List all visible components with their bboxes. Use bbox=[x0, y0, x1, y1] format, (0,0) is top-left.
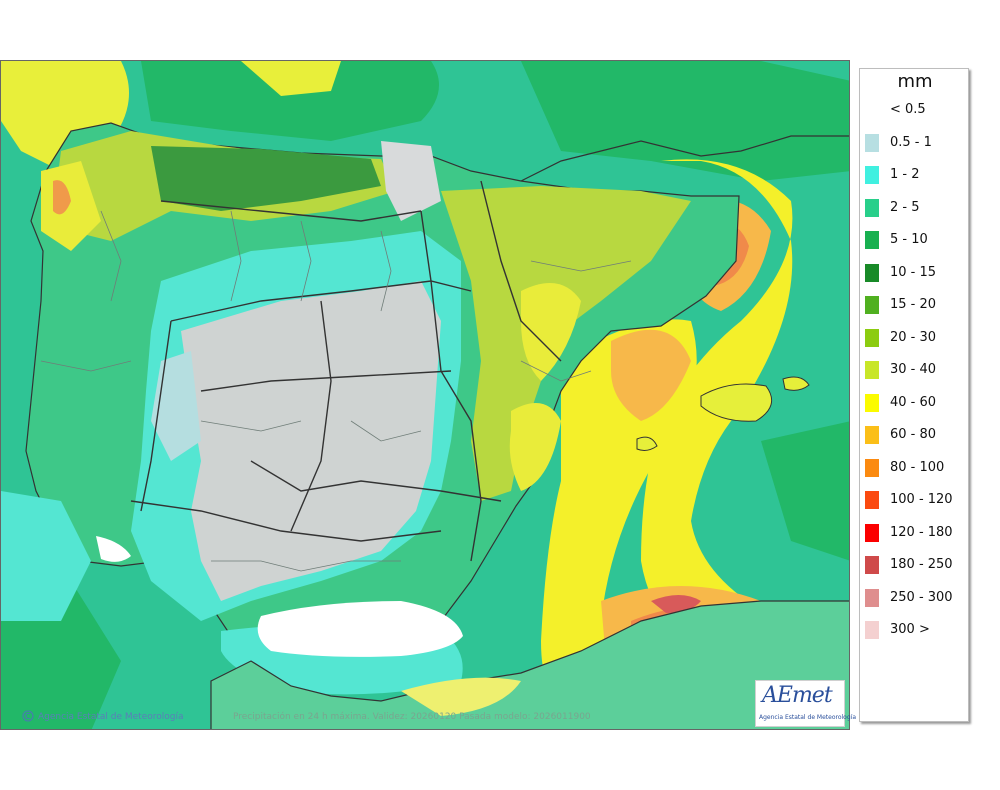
legend-item: 1 - 2 bbox=[860, 164, 970, 186]
legend-swatch bbox=[865, 458, 879, 477]
balearic-island bbox=[636, 436, 658, 451]
legend-label: 100 - 120 bbox=[890, 492, 953, 507]
legend-swatch bbox=[865, 588, 879, 607]
legend-item: 60 - 80 bbox=[860, 424, 970, 446]
legend-swatch bbox=[865, 621, 879, 639]
legend-item: < 0.5 bbox=[860, 99, 970, 121]
north-africa-land bbox=[210, 600, 849, 729]
legend-label: 30 - 40 bbox=[890, 362, 937, 377]
legend-label: 40 - 60 bbox=[890, 394, 937, 410]
legend-swatch bbox=[865, 166, 879, 184]
legend-item: 100 - 120 bbox=[860, 489, 970, 511]
legend-item: 40 - 60 bbox=[860, 392, 970, 414]
no-precip-zone bbox=[257, 601, 463, 657]
map-caption: Precipitación en 24 h máxima. Validez: 2… bbox=[233, 712, 591, 722]
legend-label: 300 > bbox=[890, 622, 930, 637]
precip-band-180-250 bbox=[651, 595, 701, 613]
aemet-logo: AEmet Agencia Estatal de Meteorología bbox=[755, 680, 856, 727]
precip-band-1-2 bbox=[1, 491, 91, 621]
precip-band-60-80 bbox=[611, 329, 691, 421]
legend-item: 180 - 250 bbox=[860, 554, 970, 576]
precipitation-legend: mm < 0.5 0.5 - 1 1 - 2 2 - 5 5 - 10 10 - 15 15… bbox=[859, 68, 969, 722]
agency-credit: Agencia Estatal de Meteorología bbox=[38, 712, 184, 722]
legend-label: 120 - 180 bbox=[890, 524, 953, 540]
map-canvas bbox=[1, 61, 849, 729]
copyright-icon bbox=[22, 710, 34, 722]
legend-item: 2 - 5 bbox=[860, 197, 970, 219]
precip-band-80-100 bbox=[53, 180, 71, 215]
legend-label: 0.5 - 1 bbox=[890, 134, 932, 150]
logo-wordmark: AEmet bbox=[762, 683, 833, 708]
legend-swatch bbox=[865, 328, 879, 347]
no-precip-zone bbox=[96, 536, 131, 562]
precip-band-lt-0.5 bbox=[181, 281, 441, 601]
legend-swatch bbox=[865, 361, 879, 379]
province-boundaries bbox=[40, 210, 632, 572]
legend-item: 5 - 10 bbox=[860, 229, 970, 251]
legend-label: 15 - 20 bbox=[890, 297, 937, 312]
legend-swatch bbox=[865, 231, 879, 249]
legend-item: 120 - 180 bbox=[860, 522, 970, 544]
precip-band-5-10 bbox=[141, 61, 439, 141]
legend-swatch bbox=[865, 556, 879, 574]
precip-band-40-60 bbox=[509, 403, 561, 491]
legend-item: 80 - 100 bbox=[860, 457, 970, 479]
legend-item: 0.5 - 1 bbox=[860, 132, 970, 154]
legend-label: 5 - 10 bbox=[890, 232, 928, 247]
legend-swatch bbox=[865, 198, 879, 217]
legend-swatch bbox=[865, 296, 879, 314]
legend-swatch bbox=[865, 101, 879, 119]
precip-band-40-60 bbox=[241, 61, 341, 96]
legend-label: 80 - 100 bbox=[890, 459, 945, 475]
legend-label: 10 - 15 bbox=[890, 264, 937, 280]
legend-swatch bbox=[865, 523, 879, 542]
balearic-island bbox=[700, 383, 773, 422]
precip-band-10-15 bbox=[151, 146, 381, 211]
legend-label: < 0.5 bbox=[890, 102, 926, 117]
precip-band-40-60 bbox=[541, 319, 697, 701]
legend-item: 20 - 30 bbox=[860, 327, 970, 349]
legend-item: 10 - 15 bbox=[860, 262, 970, 284]
legend-label: 2 - 5 bbox=[890, 199, 920, 215]
legend-label: 180 - 250 bbox=[890, 557, 953, 572]
precip-band-40-60 bbox=[521, 283, 581, 381]
legend-label: 60 - 80 bbox=[890, 427, 937, 442]
region-boundaries bbox=[130, 180, 562, 562]
legend-item: 300 > bbox=[860, 619, 970, 641]
logo-subtitle: Agencia Estatal de Meteorología bbox=[759, 714, 856, 721]
precipitation-map bbox=[0, 60, 850, 730]
legend-item: 250 - 300 bbox=[860, 587, 970, 609]
legend-label: 250 - 300 bbox=[890, 589, 953, 605]
precip-band-40-60 bbox=[401, 677, 521, 716]
legend-item: 15 - 20 bbox=[860, 294, 970, 316]
precip-band-lt-0.5 bbox=[381, 141, 441, 221]
legend-swatch bbox=[865, 491, 879, 509]
balearic-island bbox=[782, 376, 810, 391]
legend-swatch bbox=[865, 263, 879, 282]
legend-swatch bbox=[865, 393, 879, 412]
legend-label: 20 - 30 bbox=[890, 329, 937, 345]
precip-band-20-30 bbox=[441, 186, 691, 501]
precip-band-5-10 bbox=[761, 421, 849, 561]
legend-item: 30 - 40 bbox=[860, 359, 970, 381]
legend-swatch bbox=[865, 133, 879, 152]
precip-band-0.5-1 bbox=[151, 351, 201, 461]
legend-label: 1 - 2 bbox=[890, 167, 920, 182]
legend-unit: mm bbox=[897, 71, 933, 92]
legend-swatch bbox=[865, 426, 879, 444]
france-coast bbox=[520, 135, 849, 182]
